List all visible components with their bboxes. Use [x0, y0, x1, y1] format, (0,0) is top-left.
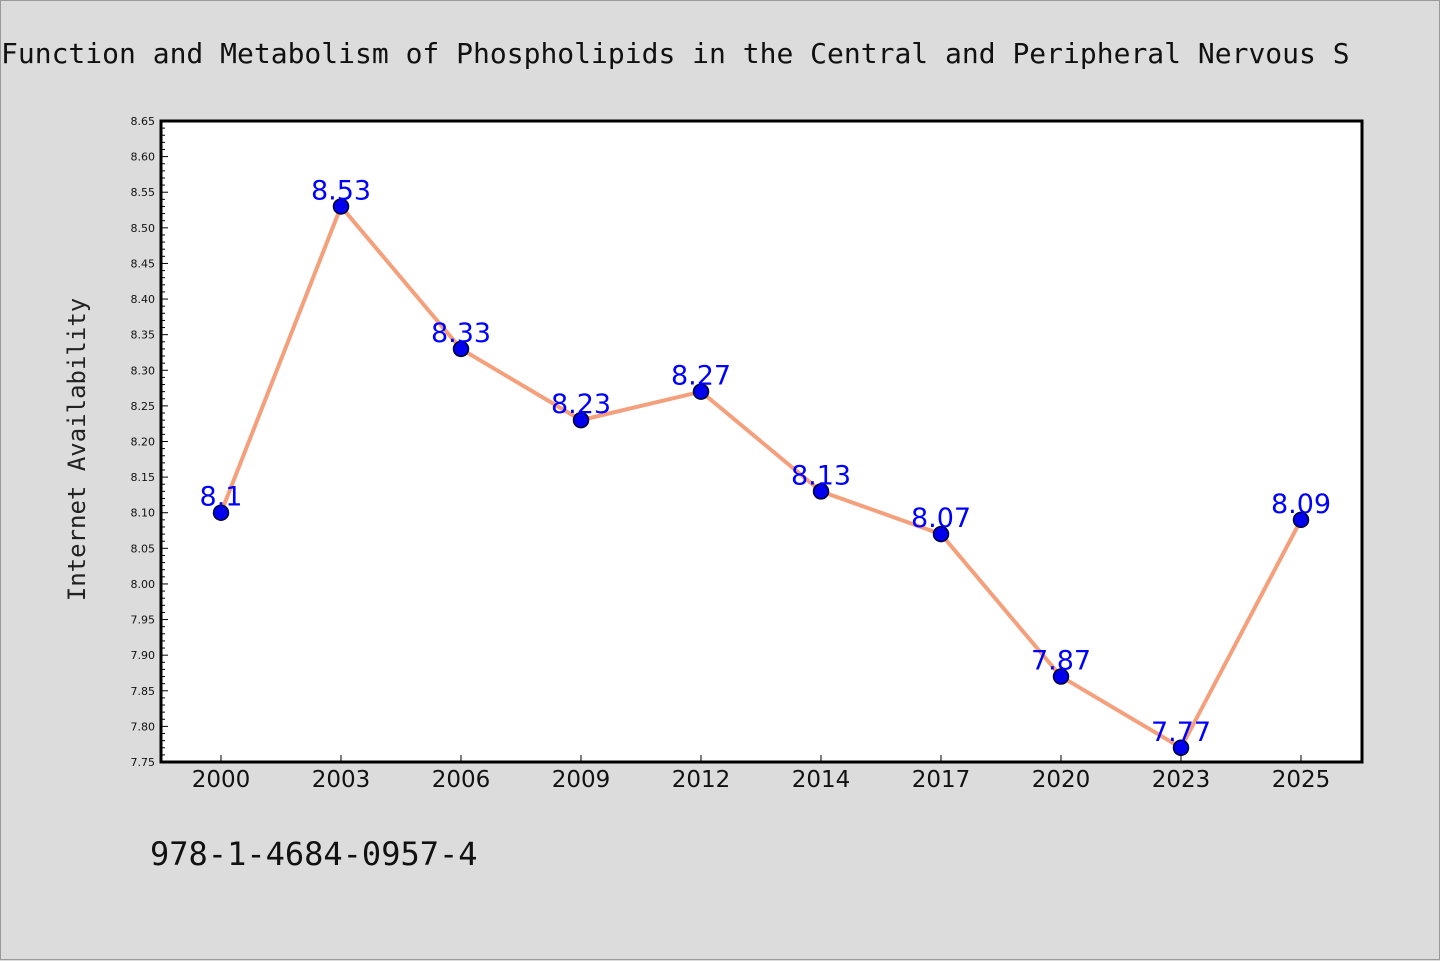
- y-tick-label: 7.95: [131, 614, 156, 627]
- y-axis-label: Internet Availability: [63, 298, 91, 601]
- data-label: 8.07: [911, 503, 971, 534]
- plot-frame: [159, 119, 1364, 764]
- isbn-text: 978-1-4684-0957-4: [150, 835, 478, 873]
- data-point: [1052, 668, 1070, 685]
- data-point: [452, 340, 470, 358]
- x-tick-label: 2023: [1152, 767, 1211, 793]
- x-tick-label: 2014: [792, 767, 851, 793]
- data-point: [572, 411, 590, 429]
- y-tick-label: 8.65: [131, 115, 156, 128]
- data-label: 8.09: [1271, 489, 1331, 520]
- data-point: [932, 525, 950, 543]
- data-label: 8.13: [791, 460, 851, 491]
- y-tick-label: 7.85: [131, 685, 156, 698]
- data-point: [332, 198, 350, 215]
- y-tick-label: 8.00: [131, 578, 156, 591]
- data-label: 7.87: [1031, 646, 1091, 677]
- data-markers: [212, 198, 1310, 757]
- y-tick-label: 8.60: [131, 151, 156, 164]
- series-line-group: [219, 204, 1303, 750]
- data-point: [1292, 511, 1310, 529]
- data-label: 8.23: [551, 389, 611, 420]
- x-tick-label: 2003: [312, 767, 371, 793]
- y-tick-label: 7.90: [131, 649, 156, 662]
- data-point: [1172, 739, 1190, 757]
- y-tick-label: 8.05: [131, 542, 156, 555]
- data-point: [812, 483, 830, 500]
- y-tick-label: 8.30: [131, 364, 156, 377]
- y-tick-label: 8.15: [131, 471, 156, 484]
- x-tick-label: 2025: [1272, 767, 1331, 793]
- y-tick-label: 8.45: [131, 257, 156, 270]
- x-tick-label: 2006: [432, 767, 491, 793]
- y-tick-label: 8.35: [131, 329, 156, 342]
- y-tick-label: 8.55: [131, 186, 156, 199]
- series-line: [219, 204, 1303, 750]
- data-label: 8.27: [671, 361, 731, 392]
- data-labels: 8.1 8.53 8.33 8.23 8.27 8.13 8.07 7.87 7.77 8.09: [200, 175, 1332, 747]
- x-tick-label: 2017: [912, 767, 971, 793]
- data-label: 8.1: [200, 482, 243, 513]
- y-tick-label: 8.20: [131, 436, 156, 449]
- x-tick-label: 2020: [1032, 767, 1091, 793]
- data-label: 7.77: [1151, 717, 1211, 748]
- data-point: [692, 383, 710, 400]
- y-tick-label: 8.40: [131, 293, 156, 306]
- y-tick-label: 8.25: [131, 400, 156, 413]
- chart-title: Function and Metabolism of Phospholipids…: [1, 37, 1350, 70]
- data-label: 8.53: [311, 175, 371, 206]
- y-tick-label: 8.10: [131, 507, 156, 520]
- y-tick-label: 7.80: [131, 720, 156, 733]
- y-tick-label: 8.50: [131, 222, 156, 235]
- data-label: 8.33: [431, 318, 491, 349]
- x-tick-label: 2009: [552, 767, 611, 793]
- x-tick-label: 2000: [192, 767, 251, 793]
- x-tick-label: 2012: [672, 767, 731, 793]
- y-tick-label: 7.75: [131, 756, 156, 769]
- data-point: [212, 504, 230, 521]
